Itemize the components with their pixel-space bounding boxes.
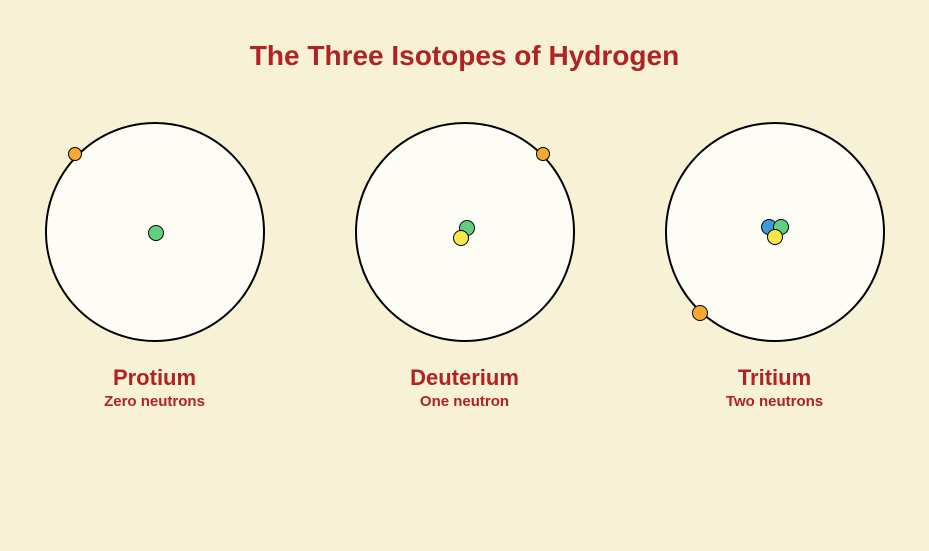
page-title: The Three Isotopes of Hydrogen (0, 0, 929, 72)
atom-protium (40, 117, 270, 347)
isotope-subtitle: One neutron (420, 393, 509, 410)
electron-icon (692, 305, 708, 321)
isotopes-row: Protium Zero neutrons Deuterium One neut… (0, 117, 929, 410)
atom-deuterium (350, 117, 580, 347)
isotope-deuterium: Deuterium One neutron (340, 117, 590, 410)
electron-icon (536, 147, 550, 161)
isotope-name: Protium (113, 365, 196, 391)
proton-icon (148, 225, 164, 241)
isotope-name: Tritium (738, 365, 811, 391)
isotope-name: Deuterium (410, 365, 519, 391)
isotope-tritium: Tritium Two neutrons (650, 117, 900, 410)
neutron-icon (767, 229, 783, 245)
isotope-protium: Protium Zero neutrons (30, 117, 280, 410)
neutron-icon (453, 230, 469, 246)
isotope-subtitle: Two neutrons (726, 393, 823, 410)
isotope-subtitle: Zero neutrons (104, 393, 205, 410)
electron-icon (68, 147, 82, 161)
atom-tritium (660, 117, 890, 347)
